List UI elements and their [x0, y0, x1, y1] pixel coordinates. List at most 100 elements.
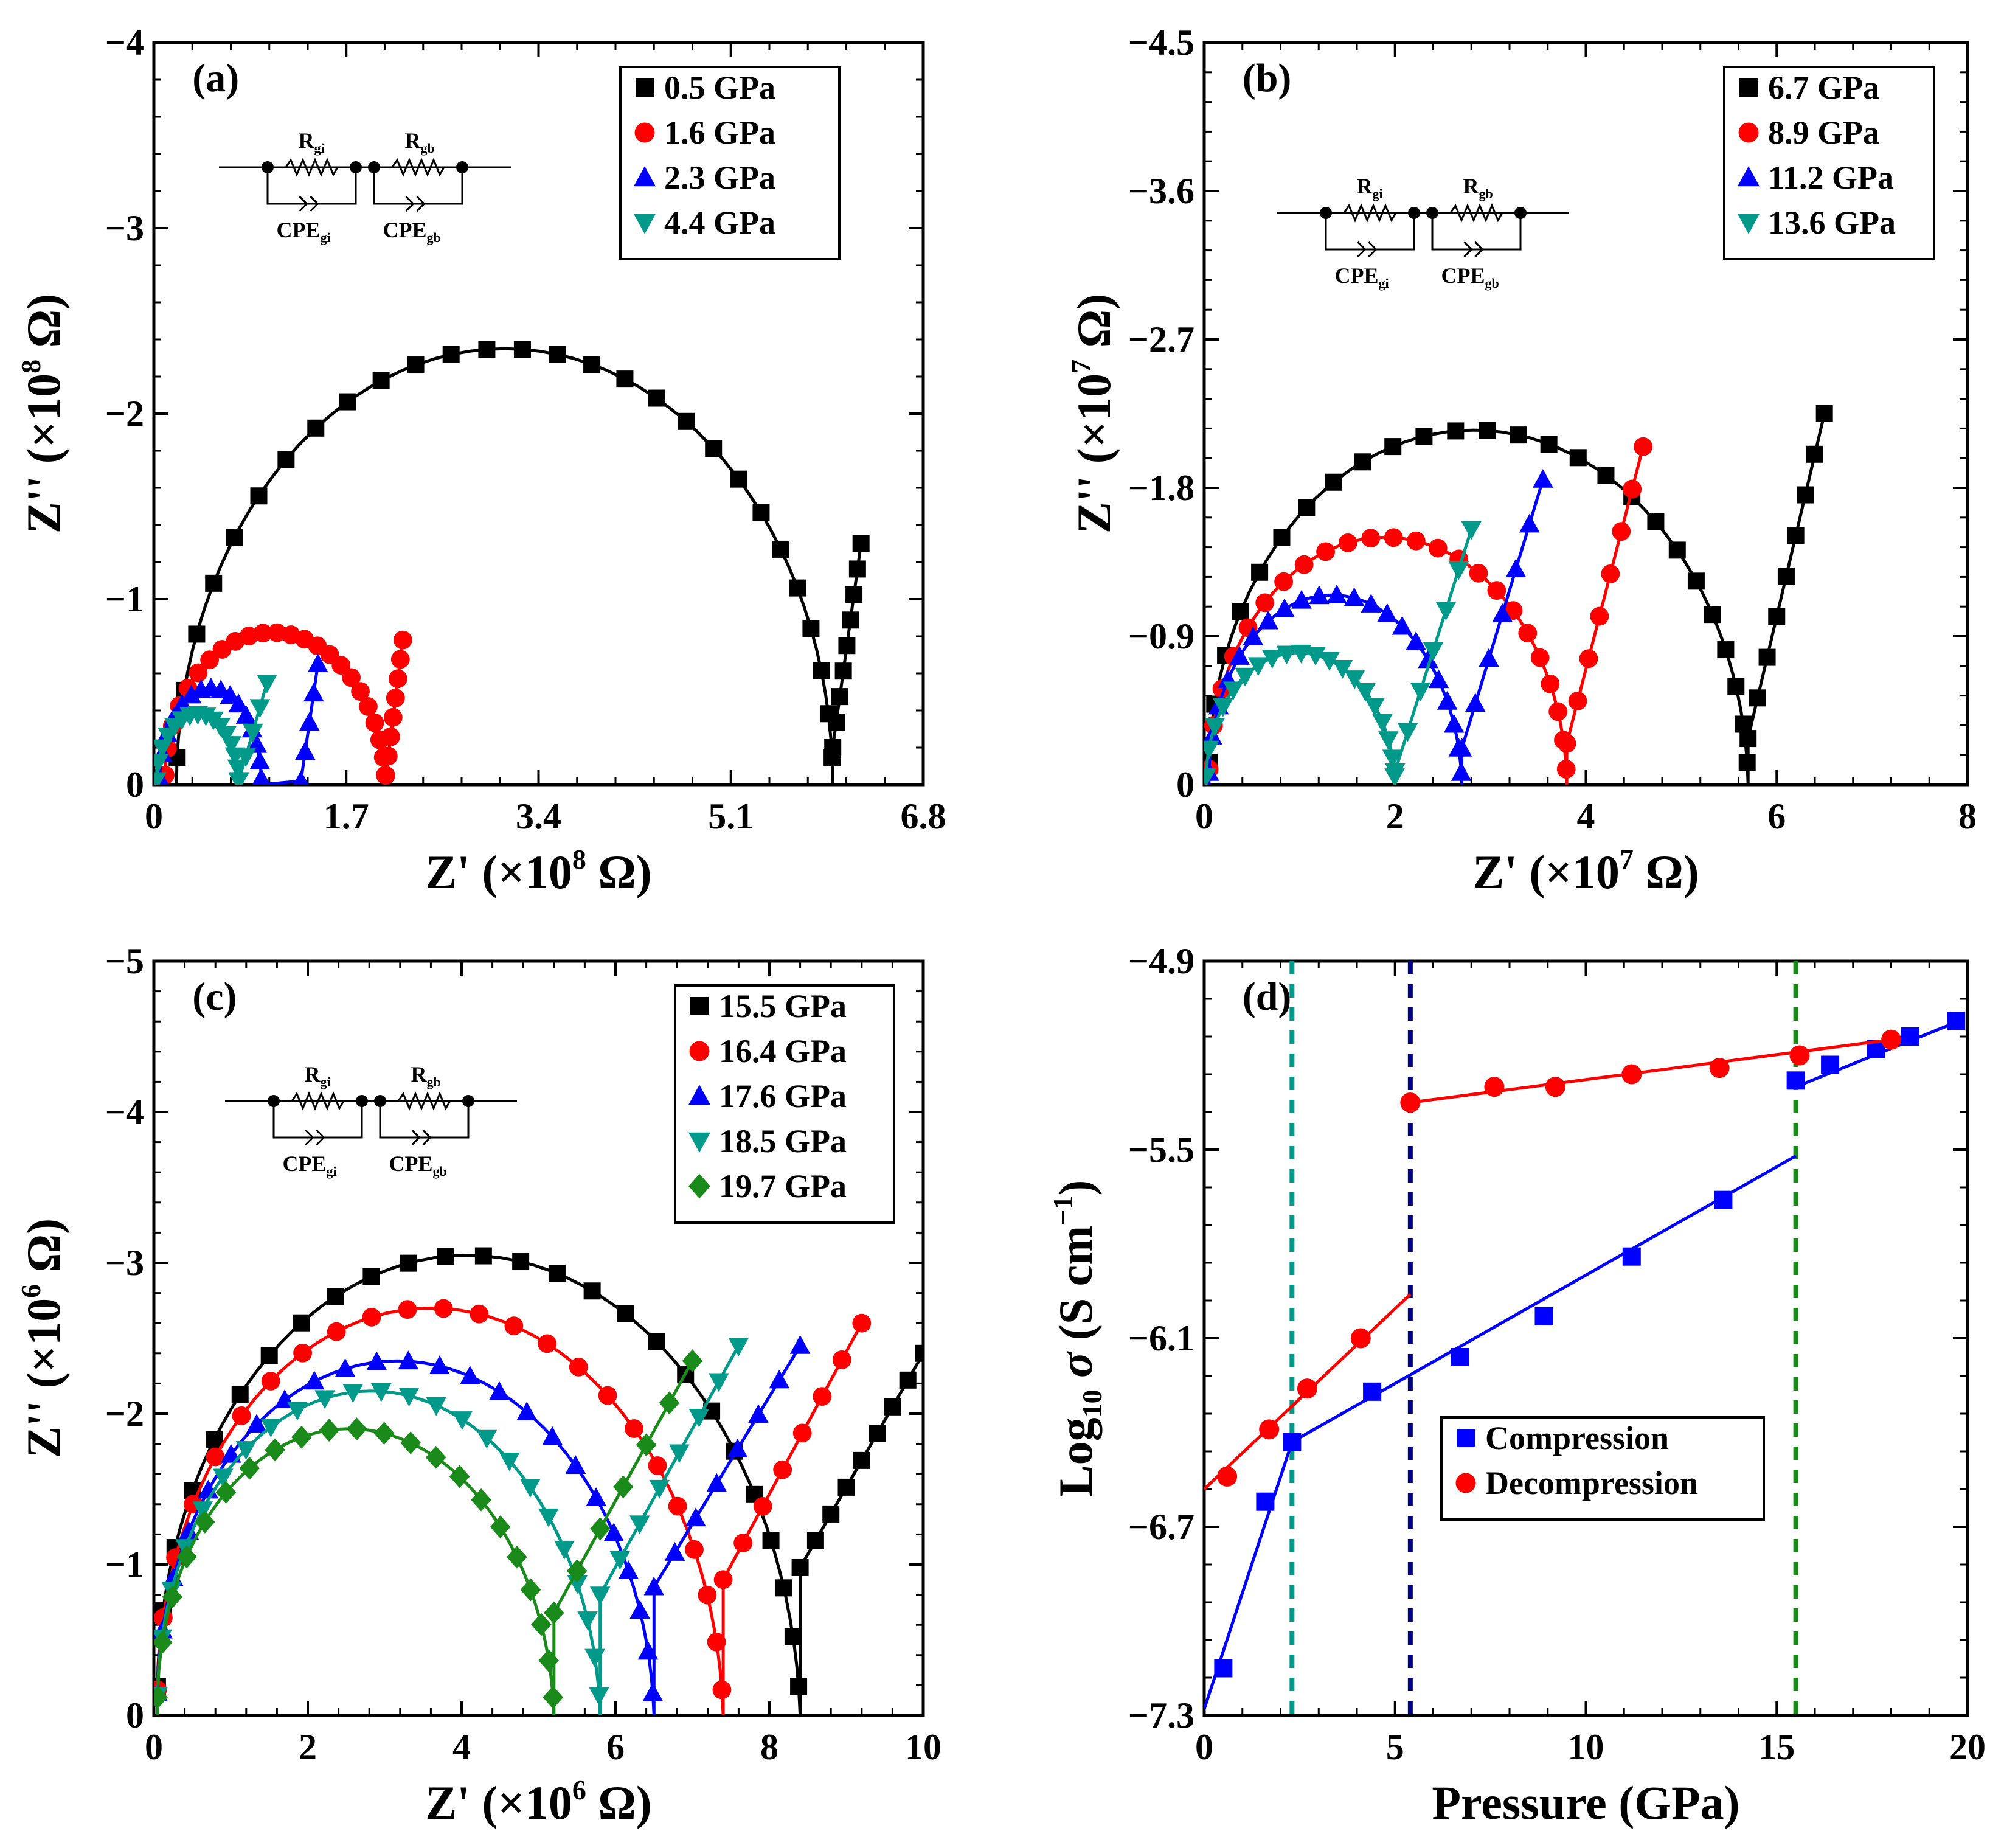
data-point: [1647, 513, 1665, 530]
series-decompression: [1204, 1029, 1901, 1490]
legend-label: 2.3 GPa: [664, 159, 775, 196]
series-6-7-gpa: [1204, 405, 1833, 785]
x-tick-label: 8: [760, 1727, 778, 1767]
data-point: [362, 1307, 381, 1327]
data-point: [584, 1648, 605, 1668]
plot-area: [1204, 405, 1833, 785]
circuit-cpe-mark: [305, 1136, 314, 1146]
data-point: [1534, 1307, 1553, 1325]
data-point: [327, 1322, 346, 1341]
data-point: [1533, 468, 1553, 488]
y-tick-label: −6.1: [1128, 1318, 1194, 1358]
y-axis-label-text: Z'' (×10: [17, 1298, 70, 1458]
plot-area: [1204, 961, 1966, 1715]
x-axis-label-text: Z' (×10: [1472, 846, 1620, 898]
y-label-part: (S cm: [1049, 1226, 1102, 1352]
data-point: [1704, 606, 1721, 624]
data-point: [293, 1314, 310, 1332]
x-axis-label-exp: 6: [572, 1774, 586, 1805]
data-point: [616, 370, 634, 388]
data-point: [642, 1682, 664, 1701]
y-axis-label: Z'' (×107 Ω): [1066, 294, 1120, 533]
data-point: [773, 1460, 792, 1479]
data-point: [664, 1542, 685, 1561]
data-point: [1214, 1659, 1233, 1678]
y-tick-label: −3: [105, 1243, 144, 1283]
data-point: [426, 1445, 446, 1469]
data-point: [1319, 651, 1340, 671]
data-point: [154, 772, 167, 785]
data-point: [1247, 657, 1269, 676]
circuit-cpe-mark: [1368, 241, 1377, 251]
x-tick-label: 0: [1195, 796, 1213, 836]
circuit-node: [356, 1095, 368, 1107]
data-point: [370, 1383, 392, 1402]
data-point: [1597, 467, 1615, 484]
data-point: [659, 1391, 680, 1415]
data-point: [669, 1444, 690, 1464]
data-point: [449, 1465, 470, 1488]
data-point: [1354, 453, 1371, 471]
y-tick-label: 0: [1176, 765, 1194, 805]
data-point: [299, 712, 320, 731]
data-point: [685, 1540, 704, 1559]
legend-label: 15.5 GPa: [719, 988, 847, 1024]
data-point: [792, 1423, 812, 1443]
data-point: [1451, 1348, 1469, 1366]
data-point: [1579, 649, 1598, 669]
circuit-resistor: [285, 158, 339, 177]
y-axis-label-exp: 6: [15, 1284, 46, 1298]
data-point: [213, 1468, 234, 1488]
data-point: [636, 1433, 657, 1457]
fit-curve: [156, 1254, 923, 1715]
data-point: [1901, 1027, 1919, 1046]
circuit-cpe-mark: [310, 195, 319, 205]
data-point: [390, 650, 410, 669]
x-tick-label: 6: [1767, 796, 1786, 836]
data-point: [822, 1505, 840, 1523]
data-point: [470, 1304, 489, 1324]
data-point: [566, 1559, 588, 1583]
data-point: [1557, 734, 1576, 753]
data-point: [1283, 1433, 1302, 1451]
data-point: [365, 713, 384, 732]
data-point: [589, 1586, 611, 1606]
legend-box: [1723, 66, 1935, 260]
data-point: [1687, 572, 1705, 590]
data-point: [1545, 1077, 1565, 1097]
data-point: [303, 683, 324, 702]
y-tick-label: −3.6: [1128, 171, 1194, 211]
y-tick-label: 0: [126, 765, 144, 805]
circuit-cpe-label: CPEgi: [1335, 263, 1389, 291]
data-point: [648, 1333, 665, 1350]
data-point: [1382, 749, 1403, 769]
panel-a: 0 1.7 3.4 5.1 6.80−1−2−3−4Z' (×108 Ω)Z'' (×1…: [15, 23, 946, 898]
data-point: [314, 1390, 335, 1409]
legend-label: 4.4 GPa: [664, 204, 775, 241]
data-point: [1397, 723, 1418, 742]
y-tick-label: −4.9: [1128, 941, 1194, 981]
data-point: [215, 1481, 237, 1504]
data-point: [1326, 584, 1347, 603]
data-point: [1378, 731, 1399, 751]
circuit-r-label: Rgb: [1463, 174, 1493, 201]
data-point: [790, 1678, 808, 1695]
legend-label: 17.6 GPa: [719, 1078, 847, 1114]
panel-label: (b): [1243, 56, 1292, 100]
data-point: [1204, 768, 1216, 785]
data-point: [1487, 581, 1506, 600]
data-point: [504, 1316, 524, 1336]
data-point: [513, 341, 531, 358]
circuit-cpe-sub: gi: [1379, 276, 1389, 291]
y-tick-label: −6.7: [1128, 1507, 1194, 1547]
data-point: [246, 1414, 267, 1433]
data-point: [1821, 1055, 1840, 1074]
data-point: [1217, 1466, 1238, 1487]
plot-area: [154, 341, 870, 785]
data-point: [1569, 449, 1587, 467]
data-point: [162, 1585, 183, 1609]
data-point: [287, 1402, 308, 1421]
x-tick-label: 4: [452, 1727, 471, 1767]
series-compression: [1204, 1012, 1966, 1710]
data-point: [327, 1288, 344, 1305]
